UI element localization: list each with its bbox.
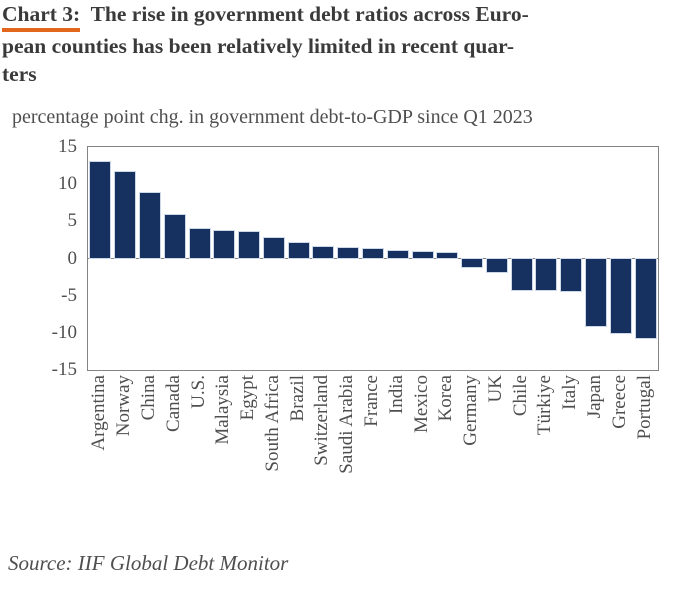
x-tick-label: France [361, 375, 382, 427]
y-tick-label: 15 [58, 136, 77, 157]
bar [288, 242, 309, 259]
bar [263, 237, 284, 259]
title-line-3: ters [2, 62, 37, 86]
x-tick-label: Saudi Arabia [336, 375, 358, 474]
y-tick-label: -5 [61, 284, 77, 306]
page-title: Chart 3: The rise in government debt rat… [2, 0, 672, 88]
bar [115, 171, 136, 259]
bar [90, 161, 111, 259]
y-tick-label: -15 [51, 359, 77, 380]
x-tick-label: Argentina [88, 375, 110, 451]
zero-line [88, 257, 658, 260]
bar [412, 251, 433, 259]
x-tick-label: Türkiye [534, 375, 556, 436]
x-tick-label: Japan [584, 375, 606, 419]
title-line-1-rest: The rise in government debt ratios acros… [80, 2, 529, 26]
bar [338, 248, 359, 259]
bar [610, 258, 631, 333]
y-tick-label: -10 [51, 321, 77, 343]
x-axis-labels: Argentina Norway China Canada U.S. Malaysia Eg… [87, 375, 659, 525]
bar [387, 251, 408, 259]
title-line-2: pean counties has been relatively limite… [2, 34, 514, 58]
x-tick-label: Portugal [633, 375, 655, 440]
title-line-1: Chart 3: The rise in government debt rat… [2, 0, 672, 32]
x-tick-label: Korea [435, 375, 457, 422]
bar [214, 230, 235, 259]
x-tick-label: China [137, 375, 159, 421]
bar [586, 258, 607, 327]
y-tick-label: 0 [67, 247, 78, 269]
x-tick-label: U.S. [187, 375, 209, 409]
x-tick-label: Norway [113, 375, 135, 437]
y-axis: 15 10 5 0 -5 -10 -15 [0, 136, 78, 380]
bar [511, 258, 532, 290]
x-tick-label: India [385, 375, 407, 415]
bar [437, 252, 458, 259]
source-note: Source: IIF Global Debt Monitor [8, 551, 289, 575]
bar [561, 258, 582, 292]
x-tick-label: Italy [559, 375, 581, 410]
x-tick-label: Canada [162, 375, 184, 432]
bar [635, 258, 656, 339]
chart-number-label: Chart 3: [2, 0, 81, 32]
plot-area [87, 146, 659, 371]
y-tick-label: 10 [58, 173, 77, 195]
x-tick-label: Germany [460, 375, 482, 446]
bar [139, 193, 160, 259]
x-tick-label: South Africa [261, 375, 283, 472]
x-tick-label: Malaysia [212, 375, 234, 445]
bar [486, 258, 507, 272]
bar [189, 228, 210, 259]
bar [462, 258, 483, 268]
x-tick-label: Brazil [286, 375, 308, 422]
bar [164, 214, 185, 259]
x-tick-label: Chile [509, 375, 531, 417]
y-tick-label: 5 [67, 210, 78, 232]
bar [239, 231, 260, 259]
x-tick-label: Mexico [410, 375, 432, 434]
x-tick-label: Switzerland [311, 375, 333, 466]
chart-subtitle: percentage point chg. in government debt… [12, 106, 533, 128]
x-tick-label: Egypt [237, 375, 259, 421]
bar [313, 246, 334, 259]
x-tick-label: UK [484, 375, 506, 403]
x-tick-label: Greece [608, 375, 630, 429]
bar [363, 248, 383, 259]
bar [536, 258, 557, 291]
